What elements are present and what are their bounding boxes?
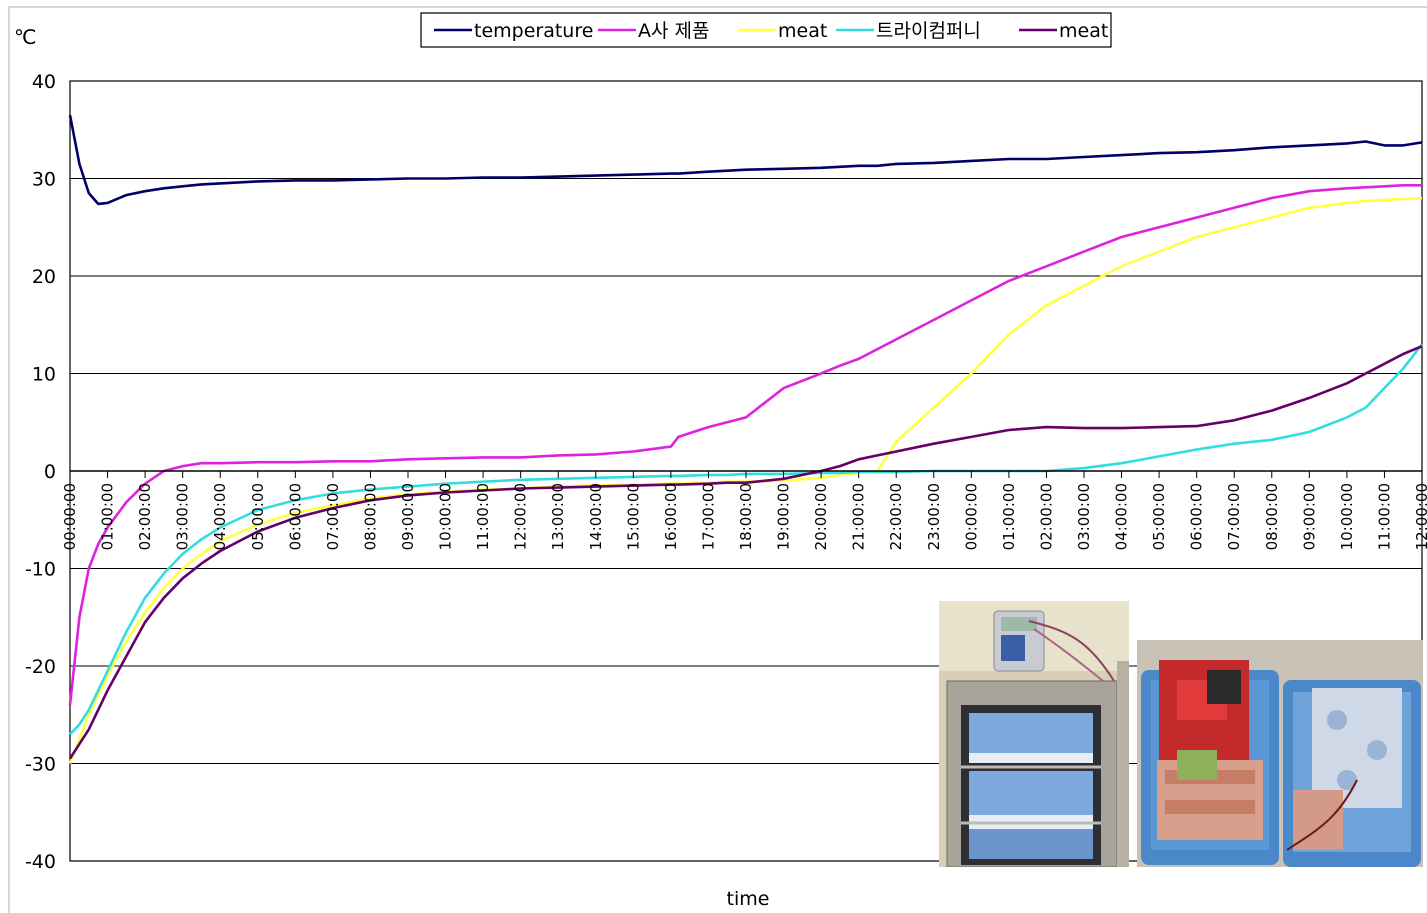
y-tick-label: 30 xyxy=(32,169,56,191)
x-tick-label: 14:00:00 xyxy=(587,483,605,550)
x-tick-label: 11:00:00 xyxy=(474,483,492,550)
x-tick-label: 01:00:00 xyxy=(1000,483,1018,550)
x-tick-label: 11:00:00 xyxy=(1375,483,1393,550)
x-tick-label: 20:00:00 xyxy=(812,483,830,550)
y-axis-label: ℃ xyxy=(14,25,36,49)
x-tick-label: 12:00:00 xyxy=(512,483,530,550)
chart-frame xyxy=(8,6,1427,913)
x-tick-label: 07:00:00 xyxy=(324,483,342,550)
y-tick-label: 10 xyxy=(32,364,56,386)
x-tick-label: 02:00:00 xyxy=(1037,483,1055,550)
y-tick-label: -20 xyxy=(25,656,56,678)
x-axis-label: time xyxy=(727,888,770,910)
meat-boxes-photo-image xyxy=(1137,640,1423,867)
x-tick-label: 08:00:00 xyxy=(1263,483,1281,550)
legend: temperature A사 제품 meat 트라이컴퍼니 meat xyxy=(420,12,1112,48)
x-tick-label: 10:00:00 xyxy=(1338,483,1356,550)
legend-label: A사 제품 xyxy=(638,20,709,42)
y-tick-label: -30 xyxy=(25,754,56,776)
x-tick-label: 06:00:00 xyxy=(286,483,304,550)
x-tick-label: 17:00:00 xyxy=(699,483,717,550)
x-tick-label: 00:00:00 xyxy=(962,483,980,550)
x-tick-label: 15:00:00 xyxy=(624,483,642,550)
x-tick-label: 02:00:00 xyxy=(136,483,154,550)
legend-label: temperature xyxy=(474,20,593,42)
x-tick-label: 09:00:00 xyxy=(1300,483,1318,550)
x-tick-label: 19:00:00 xyxy=(775,483,793,550)
x-tick-label: 06:00:00 xyxy=(1188,483,1206,550)
legend-label: 트라이컴퍼니 xyxy=(876,20,981,42)
x-tick-label: 09:00:00 xyxy=(399,483,417,550)
x-tick-label: 12:00:00 xyxy=(1413,483,1427,550)
photo-incubator xyxy=(939,601,1129,867)
x-tick-label: 05:00:00 xyxy=(1150,483,1168,550)
x-tick-label: 13:00:00 xyxy=(549,483,567,550)
x-tick-label: 03:00:00 xyxy=(1075,483,1093,550)
series-line-5 xyxy=(68,344,1423,760)
x-tick-label: 16:00:00 xyxy=(662,483,680,550)
x-tick-label: 07:00:00 xyxy=(1225,483,1243,550)
y-tick-label: -10 xyxy=(25,559,56,581)
y-tick-label: 0 xyxy=(44,461,56,483)
x-tick-label: 18:00:00 xyxy=(737,483,755,550)
y-tick-label: -40 xyxy=(25,851,56,873)
x-tick-label: 04:00:00 xyxy=(1113,483,1131,550)
y-tick-label: 40 xyxy=(32,71,56,93)
x-tick-label: 00:00:00 xyxy=(61,483,79,550)
x-tick-label: 22:00:00 xyxy=(887,483,905,550)
x-tick-label: 08:00:00 xyxy=(361,483,379,550)
series-line-1 xyxy=(68,114,1423,206)
y-tick-label: 20 xyxy=(32,266,56,288)
x-tick-label: 04:00:00 xyxy=(211,483,229,550)
x-tick-label: 03:00:00 xyxy=(174,483,192,550)
axis-layer: 40 30 20 10 0 -10 -20 -30 -40 00:00:00 01:00:00 02:… xyxy=(25,71,1427,873)
photo-meat-boxes xyxy=(1137,640,1423,867)
x-tick-label: 01:00:00 xyxy=(99,483,117,550)
series-layer xyxy=(68,114,1424,764)
incubator-photo-image xyxy=(939,601,1129,867)
x-tick-label: 10:00:00 xyxy=(437,483,455,550)
x-tick-label: 23:00:00 xyxy=(925,483,943,550)
x-tick-label: 21:00:00 xyxy=(850,483,868,550)
x-tick-label: 05:00:00 xyxy=(249,483,267,550)
legend-label: meat xyxy=(1059,20,1108,42)
legend-label: meat xyxy=(778,20,827,42)
series-line-2 xyxy=(68,184,1422,706)
